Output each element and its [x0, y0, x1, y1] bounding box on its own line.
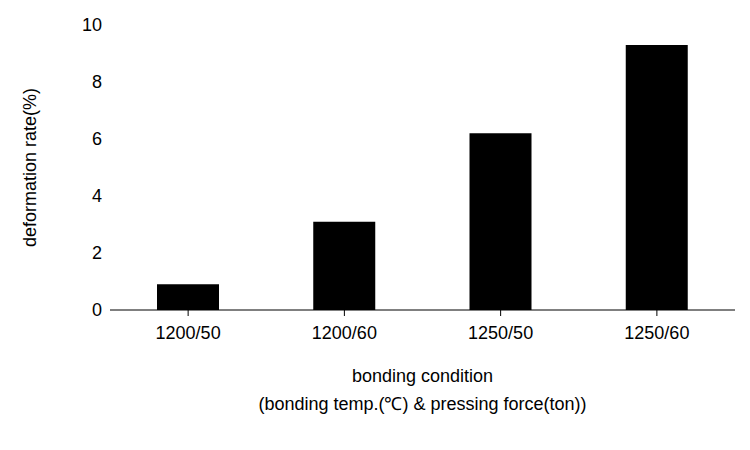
svg-text:1250/60: 1250/60	[624, 323, 689, 343]
svg-text:6: 6	[92, 129, 102, 149]
svg-text:1200/50: 1200/50	[156, 323, 221, 343]
svg-text:bonding condition(bonding temp: bonding condition(bonding temp.(℃) & pre…	[258, 366, 586, 414]
svg-text:2: 2	[92, 243, 102, 263]
svg-text:8: 8	[92, 72, 102, 92]
svg-text:1250/50: 1250/50	[468, 323, 533, 343]
svg-text:4: 4	[92, 186, 102, 206]
svg-text:10: 10	[82, 15, 102, 35]
svg-text:0: 0	[92, 300, 102, 320]
svg-text:deformation rate(%): deformation rate(%)	[20, 88, 40, 247]
svg-text:1200/60: 1200/60	[312, 323, 377, 343]
